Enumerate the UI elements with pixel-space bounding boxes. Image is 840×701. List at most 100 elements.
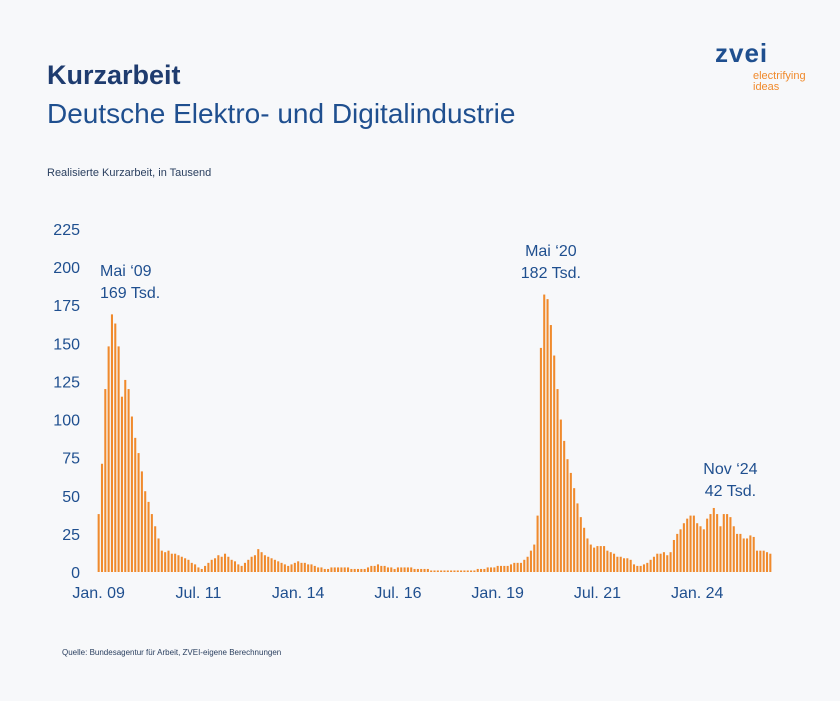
bar: [400, 567, 403, 572]
bar: [390, 567, 393, 572]
bar: [353, 568, 356, 572]
bar: [652, 556, 655, 572]
bar: [586, 538, 589, 572]
bar: [765, 552, 769, 572]
bar: [596, 546, 599, 572]
bar: [180, 556, 183, 572]
bar: [184, 558, 187, 572]
bar: [117, 346, 120, 572]
bar: [187, 559, 190, 572]
bar: [450, 570, 453, 572]
bar: [300, 562, 303, 572]
bar: [453, 570, 456, 572]
bar: [323, 568, 326, 572]
bar: [722, 514, 725, 572]
y-tick-label: 150: [53, 336, 80, 353]
bar: [287, 565, 290, 572]
bar: [347, 567, 350, 572]
bar: [672, 539, 675, 572]
bar: [97, 514, 100, 572]
bar: [337, 567, 340, 572]
bar: [742, 538, 745, 572]
bar: [553, 355, 556, 572]
bar: [716, 514, 719, 572]
bar: [194, 564, 197, 572]
bar: [127, 389, 130, 572]
logo-tagline: electrifying ideas: [753, 71, 806, 93]
bar: [446, 570, 449, 572]
zvei-logo: zvei electrifying ideas: [715, 40, 806, 93]
y-tick-label: 225: [53, 222, 80, 239]
bar: [656, 553, 659, 572]
bar: [516, 562, 519, 572]
bar: [460, 570, 463, 572]
bar: [406, 567, 409, 572]
bar: [167, 550, 170, 572]
bar: [682, 523, 685, 572]
bar: [356, 568, 360, 572]
bar: [526, 556, 529, 572]
bar: [403, 567, 406, 572]
bar: [639, 565, 642, 572]
bar: [756, 550, 759, 572]
bar: [114, 323, 117, 572]
bar: [100, 463, 104, 572]
bar: [573, 488, 576, 572]
bar: [293, 562, 296, 572]
bar: [646, 562, 649, 572]
bar: [247, 559, 250, 572]
bar: [509, 564, 513, 572]
x-tick-label: Jan. 14: [272, 585, 325, 602]
bar: [243, 562, 246, 572]
bar: [539, 347, 542, 572]
x-tick-label: Jan. 09: [72, 585, 125, 602]
bar: [443, 570, 446, 572]
bar: [669, 552, 672, 572]
bar: [433, 570, 436, 572]
annotation-date: Mai ‘20: [525, 243, 577, 260]
bar: [240, 565, 243, 572]
bar: [164, 552, 167, 572]
bar: [662, 552, 665, 572]
bar: [137, 453, 140, 572]
bar: [513, 562, 516, 572]
bar: [220, 556, 223, 572]
bar: [124, 379, 127, 572]
bar: [426, 568, 429, 572]
bar: [140, 471, 143, 572]
bar: [533, 544, 536, 572]
bar: [273, 559, 276, 572]
logo-tagline-line2: ideas: [753, 81, 780, 93]
bar: [529, 550, 532, 572]
y-tick-label: 25: [62, 527, 80, 544]
bar: [317, 567, 320, 572]
bar: [144, 491, 147, 572]
bar: [350, 568, 353, 572]
bar: [752, 536, 755, 572]
bar: [423, 568, 426, 572]
bar: [250, 556, 253, 572]
bar: [579, 517, 582, 572]
chart-unit-subtitle: Realisierte Kurzarbeit, in Tausend: [47, 167, 212, 179]
bar: [619, 556, 622, 572]
y-tick-label: 75: [62, 451, 80, 468]
bar: [679, 529, 682, 572]
bar: [536, 515, 539, 572]
bar: [363, 568, 366, 572]
bar: [104, 389, 107, 572]
source-note: Quelle: Bundesagentur für Arbeit, ZVEI-e…: [62, 648, 282, 657]
bar: [270, 558, 273, 572]
bar: [549, 325, 552, 572]
bar: [110, 314, 113, 572]
bar: [613, 553, 616, 572]
bar: [676, 533, 679, 572]
bar: [692, 515, 695, 572]
bar: [436, 570, 439, 572]
bar: [483, 568, 486, 572]
bar: [340, 567, 343, 572]
bar: [360, 568, 363, 572]
bar: [134, 437, 137, 572]
bar: [739, 533, 742, 572]
bar: [609, 552, 612, 572]
